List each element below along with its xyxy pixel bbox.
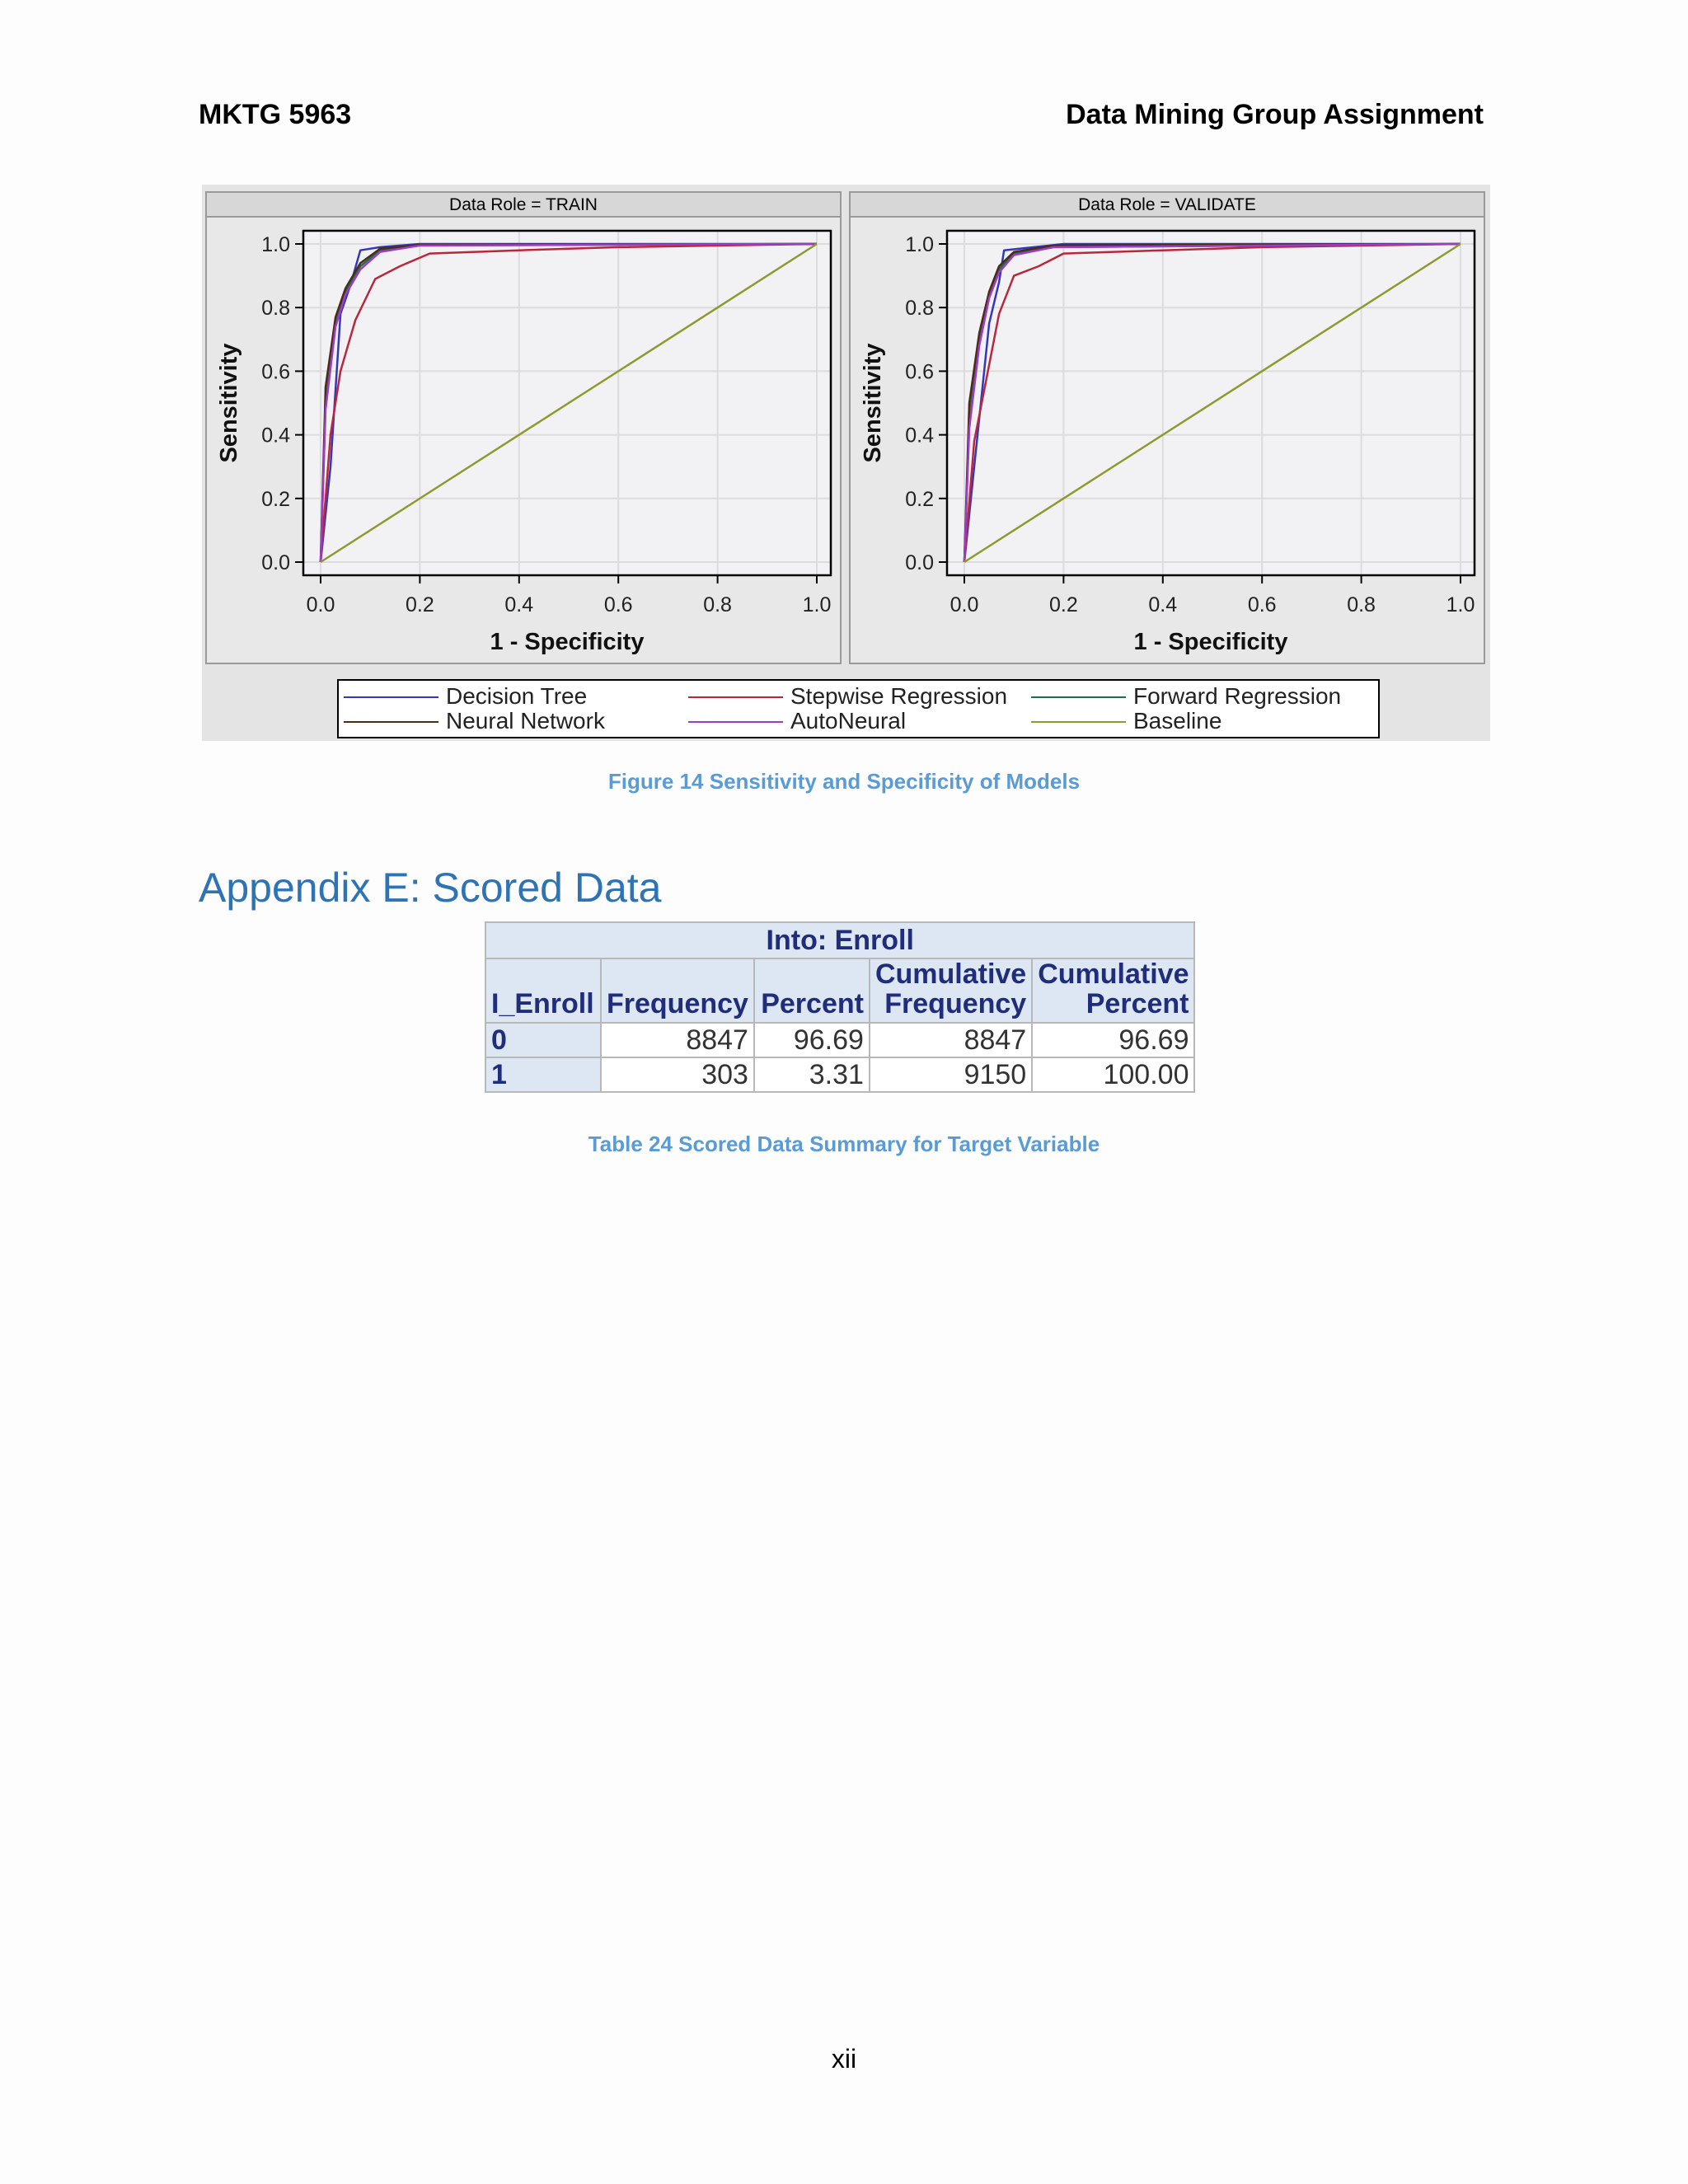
column-header-frequency: Frequency <box>600 958 755 1024</box>
roc-panel-validate: Data Role = VALIDATE 0.0 0.2 0.4 0.6 0.8 1.0 0… <box>849 191 1485 664</box>
table-cell: 96.69 <box>1031 1022 1196 1058</box>
column-header-cumulative-frequency: Cumulative Frequency <box>868 958 1034 1024</box>
legend-swatch <box>688 721 783 723</box>
x-tick-label: 0.8 <box>1347 593 1376 616</box>
y-tick-label: 0.6 <box>261 360 290 383</box>
table-cell: 8847 <box>600 1022 755 1058</box>
legend-label: Decision Tree <box>446 683 588 709</box>
x-tick-label: 0.2 <box>406 593 434 616</box>
column-header-i-enroll: I_Enroll <box>485 958 602 1024</box>
y-tick-label: 0.2 <box>905 488 934 511</box>
header-course-code: MKTG 5963 <box>199 99 352 130</box>
legend-swatch <box>344 721 438 723</box>
roc-panel-train: Data Role = TRAIN 0.0 0.2 0.4 0.6 0.8 1.0 0.0 0… <box>205 191 842 664</box>
table-cell: 9150 <box>868 1057 1034 1093</box>
table-cell: 303 <box>600 1057 755 1093</box>
series-line-baseline <box>320 242 818 564</box>
x-tick-label: 1.0 <box>803 593 832 616</box>
x-tick-label: 0.4 <box>1148 593 1177 616</box>
table-cell: 8847 <box>868 1022 1034 1058</box>
table-cell: 100.00 <box>1031 1057 1196 1093</box>
plot-frame <box>945 229 1476 577</box>
y-tick-label: 0.4 <box>905 424 934 448</box>
table-cell: 96.69 <box>753 1022 870 1058</box>
y-axis-label: Sensitivity <box>216 343 242 462</box>
column-header-cumulative-percent: Cumulative Percent <box>1031 958 1196 1024</box>
series-line-decision-tree <box>319 242 817 563</box>
table-cell: 1 <box>485 1057 602 1093</box>
legend-label: Stepwise Regression <box>790 683 1008 709</box>
header-document-title: Data Mining Group Assignment <box>1066 99 1484 130</box>
series-line-autoneural <box>319 242 818 563</box>
series-line-autoneural <box>963 242 1461 563</box>
x-axis-label: 1 - Specificity <box>1134 629 1288 655</box>
legend-swatch <box>688 696 783 698</box>
page-number: xii <box>831 2044 857 2074</box>
scored-data-table: Into: Enroll I_Enroll Frequency Percent … <box>484 921 1196 1093</box>
series-line-neural-network <box>963 242 1461 563</box>
appendix-heading: Appendix E: Scored Data <box>199 865 662 911</box>
x-tick-label: 0.2 <box>1049 593 1078 616</box>
y-tick-label: 0.0 <box>905 551 934 574</box>
y-axis-label: Sensitivity <box>860 343 886 462</box>
y-tick-label: 0.4 <box>261 424 290 448</box>
series-line-stepwise-regression <box>963 242 1461 563</box>
y-tick-label: 1.0 <box>905 233 934 256</box>
legend-label: Baseline <box>1133 708 1222 733</box>
table-row: 1 303 3.31 9150 100.00 <box>485 1057 1196 1093</box>
legend-swatch <box>1031 721 1126 723</box>
x-axis-label: 1 - Specificity <box>490 629 645 655</box>
x-tick-label: 0.0 <box>307 593 335 616</box>
roc-chart-validate: 0.0 0.2 0.4 0.6 0.8 1.0 0.0 0.2 0.4 0.6 0.8 1.0 1 - … <box>860 229 1476 655</box>
panel-title: Data Role = TRAIN <box>207 193 840 218</box>
legend-label: Forward Regression <box>1133 683 1342 709</box>
y-tick-label: 0.8 <box>905 297 934 320</box>
y-tick-label: 0.6 <box>905 360 934 383</box>
table-title: Into: Enroll <box>484 921 1196 959</box>
y-tick-label: 0.8 <box>261 297 290 320</box>
legend-swatch <box>344 696 438 698</box>
x-tick-label: 0.8 <box>703 593 732 616</box>
chart-legend: Decision Tree Stepwise Regression Forwar… <box>337 679 1380 738</box>
panel-title: Data Role = VALIDATE <box>851 193 1484 218</box>
y-tick-label: 0.2 <box>261 488 290 511</box>
table-row: 0 8847 96.69 8847 96.69 <box>485 1022 1196 1058</box>
x-tick-label: 0.6 <box>1248 593 1277 616</box>
plot-frame <box>302 229 832 577</box>
x-tick-label: 0.0 <box>950 593 979 616</box>
legend-label: Neural Network <box>446 708 605 733</box>
table-cell: 3.31 <box>753 1057 870 1093</box>
legend-label: AutoNeural <box>790 708 907 733</box>
series-line-stepwise-regression <box>319 242 818 563</box>
series-line-baseline <box>964 242 1461 564</box>
y-tick-label: 1.0 <box>261 233 290 256</box>
x-tick-label: 0.4 <box>504 593 533 616</box>
table-caption: Table 24 Scored Data Summary for Target … <box>588 1132 1100 1156</box>
legend-swatch <box>1031 696 1126 698</box>
table-cell: 0 <box>485 1022 602 1058</box>
y-tick-label: 0.0 <box>261 551 290 574</box>
x-tick-label: 1.0 <box>1447 593 1475 616</box>
column-header-percent: Percent <box>753 958 870 1024</box>
roc-figure: Data Role = TRAIN 0.0 0.2 0.4 0.6 0.8 1.0 0.0 0… <box>202 185 1490 741</box>
x-tick-label: 0.6 <box>604 593 633 616</box>
figure-caption: Figure 14 Sensitivity and Specificity of… <box>607 769 1081 794</box>
roc-chart-train: 0.0 0.2 0.4 0.6 0.8 1.0 0.0 0.2 0.4 0.6 0.8 1.0 1 - … <box>216 229 832 655</box>
